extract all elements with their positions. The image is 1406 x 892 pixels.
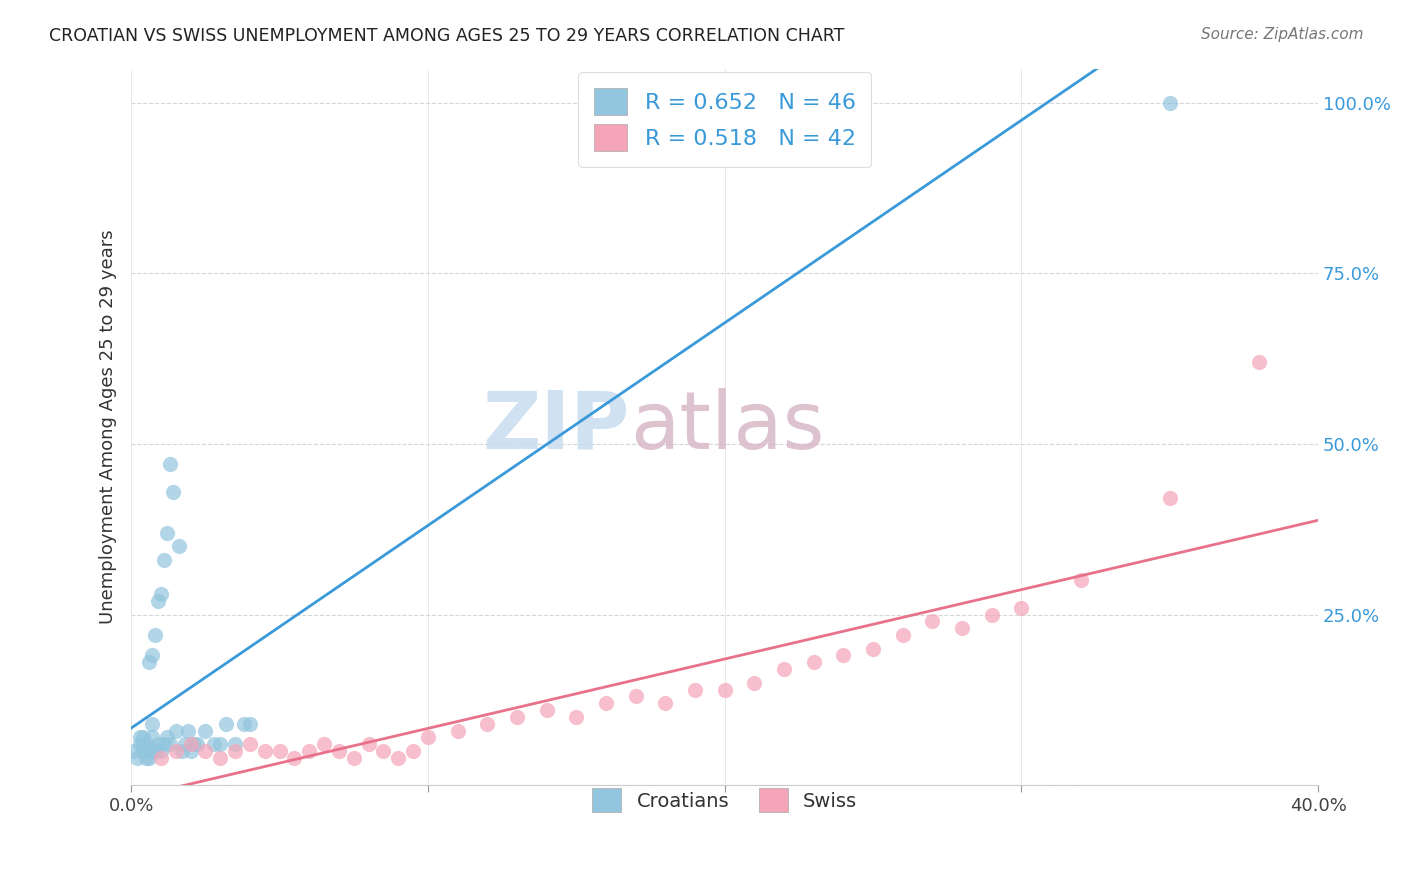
Swiss <box>253 744 276 758</box>
Croatians <box>209 737 232 751</box>
Croatians <box>138 655 160 669</box>
Croatians <box>170 744 193 758</box>
Swiss <box>165 744 187 758</box>
Text: atlas: atlas <box>630 388 824 466</box>
Croatians <box>640 129 662 144</box>
Swiss <box>506 710 529 724</box>
Croatians <box>186 737 208 751</box>
Croatians <box>1159 95 1181 110</box>
Croatians <box>132 744 155 758</box>
Y-axis label: Unemployment Among Ages 25 to 29 years: Unemployment Among Ages 25 to 29 years <box>100 229 117 624</box>
Croatians <box>159 458 181 472</box>
Swiss <box>446 723 468 738</box>
Swiss <box>180 737 202 751</box>
Croatians <box>156 731 179 745</box>
Croatians <box>173 737 195 751</box>
Swiss <box>1159 491 1181 506</box>
Swiss <box>477 716 499 731</box>
Swiss <box>373 744 395 758</box>
Swiss <box>1010 600 1032 615</box>
Croatians <box>215 716 238 731</box>
Croatians <box>132 731 155 745</box>
Croatians <box>153 737 176 751</box>
Swiss <box>269 744 291 758</box>
Swiss <box>1070 574 1092 588</box>
Swiss <box>209 751 232 765</box>
Croatians <box>122 744 145 758</box>
Swiss <box>862 641 884 656</box>
Legend: Croatians, Swiss: Croatians, Swiss <box>578 774 870 826</box>
Croatians <box>141 716 163 731</box>
Croatians <box>183 737 205 751</box>
Croatians <box>224 737 246 751</box>
Swiss <box>654 696 676 710</box>
Swiss <box>224 744 246 758</box>
Text: Source: ZipAtlas.com: Source: ZipAtlas.com <box>1201 27 1364 42</box>
Croatians <box>138 744 160 758</box>
Croatians <box>165 723 187 738</box>
Croatians <box>233 716 256 731</box>
Swiss <box>773 662 796 676</box>
Croatians <box>159 737 181 751</box>
Swiss <box>402 744 425 758</box>
Croatians <box>129 731 152 745</box>
Croatians <box>194 723 217 738</box>
Croatians <box>202 737 225 751</box>
Croatians <box>176 723 198 738</box>
Croatians <box>129 737 152 751</box>
Croatians <box>239 716 262 731</box>
Swiss <box>624 690 647 704</box>
Swiss <box>149 751 172 765</box>
Croatians <box>146 594 169 608</box>
Swiss <box>536 703 558 717</box>
Swiss <box>298 744 321 758</box>
Swiss <box>744 675 766 690</box>
Swiss <box>803 655 825 669</box>
Croatians <box>141 731 163 745</box>
Croatians <box>138 751 160 765</box>
Swiss <box>980 607 1002 622</box>
Text: ZIP: ZIP <box>482 388 630 466</box>
Croatians <box>135 737 157 751</box>
Swiss <box>387 751 409 765</box>
Swiss <box>314 737 336 751</box>
Swiss <box>328 744 350 758</box>
Swiss <box>283 751 305 765</box>
Croatians <box>141 648 163 663</box>
Swiss <box>416 731 439 745</box>
Croatians <box>167 539 190 553</box>
Swiss <box>950 621 973 635</box>
Croatians <box>143 628 166 642</box>
Croatians <box>132 737 155 751</box>
Swiss <box>565 710 588 724</box>
Swiss <box>1247 355 1270 369</box>
Swiss <box>343 751 366 765</box>
Swiss <box>239 737 262 751</box>
Swiss <box>713 682 735 697</box>
Swiss <box>595 696 617 710</box>
Croatians <box>180 744 202 758</box>
Croatians <box>127 751 149 765</box>
Swiss <box>891 628 914 642</box>
Swiss <box>832 648 855 663</box>
Swiss <box>357 737 380 751</box>
Swiss <box>921 615 943 629</box>
Swiss <box>683 682 706 697</box>
Croatians <box>149 744 172 758</box>
Croatians <box>156 525 179 540</box>
Croatians <box>149 587 172 601</box>
Croatians <box>162 484 184 499</box>
Croatians <box>135 744 157 758</box>
Croatians <box>143 744 166 758</box>
Croatians <box>153 553 176 567</box>
Croatians <box>146 737 169 751</box>
Swiss <box>194 744 217 758</box>
Croatians <box>135 751 157 765</box>
Text: CROATIAN VS SWISS UNEMPLOYMENT AMONG AGES 25 TO 29 YEARS CORRELATION CHART: CROATIAN VS SWISS UNEMPLOYMENT AMONG AGE… <box>49 27 845 45</box>
